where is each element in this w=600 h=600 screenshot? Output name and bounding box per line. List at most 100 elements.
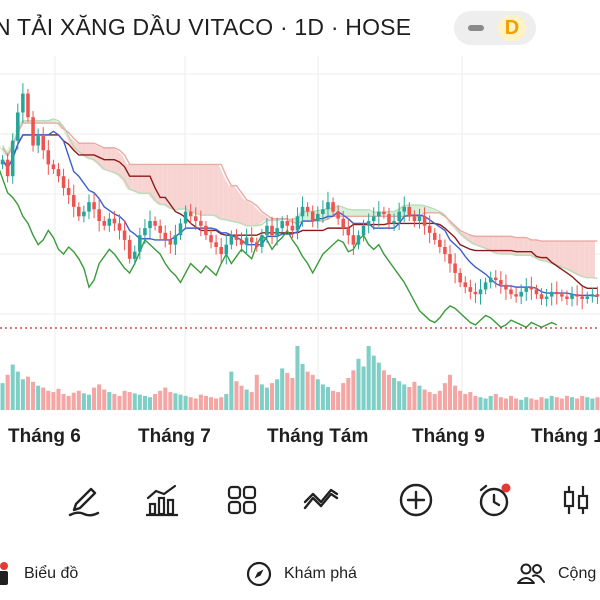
candle-body xyxy=(417,216,422,222)
volume-bar xyxy=(15,371,20,410)
candle-body xyxy=(397,211,401,222)
candle-body xyxy=(92,202,96,210)
minus-icon[interactable] xyxy=(468,25,484,31)
candle-body xyxy=(493,277,498,281)
candle-body xyxy=(61,176,66,188)
volume-bar xyxy=(76,390,81,410)
candle-body xyxy=(310,211,315,222)
compass-icon xyxy=(246,561,272,587)
nav-item-explore[interactable]: Khám phá xyxy=(246,560,357,588)
volume-bar xyxy=(437,390,442,410)
volume-bar xyxy=(214,398,219,410)
indicator-chart-icon[interactable] xyxy=(142,480,182,520)
leading-span-b xyxy=(1,122,598,242)
candle-body xyxy=(387,213,391,224)
interval-badge[interactable]: D xyxy=(498,15,526,41)
volume-bar xyxy=(203,395,208,410)
cloud-segment xyxy=(549,241,555,266)
candle-body xyxy=(453,263,457,273)
volume-bar xyxy=(458,390,463,410)
symbol-title[interactable]: N TẢI XĂNG DẦU VITACO · 1D · HOSE xyxy=(0,14,412,40)
candle-body xyxy=(31,117,35,146)
cloud-segment xyxy=(452,225,458,233)
cloud-segment xyxy=(361,209,367,217)
candle-body xyxy=(300,206,305,217)
volume-bar xyxy=(219,397,224,410)
volume-bar xyxy=(371,355,376,410)
candle-body xyxy=(173,235,178,245)
interval-pill[interactable]: D xyxy=(454,11,536,45)
cloud-segment xyxy=(152,164,158,205)
candle-body xyxy=(178,223,183,236)
candle-body xyxy=(341,218,345,229)
leading-span-a xyxy=(1,118,598,279)
nav-item-chart[interactable]: Biểu đồ xyxy=(0,560,78,588)
candle-body xyxy=(127,239,132,259)
cloud-segment xyxy=(579,241,585,278)
candle-body xyxy=(321,209,325,214)
cloud-segment xyxy=(228,185,234,223)
candle-body xyxy=(534,289,539,295)
cloud-segment xyxy=(142,164,148,194)
candle-body xyxy=(148,221,152,229)
candle-body xyxy=(478,289,483,295)
volume-bar xyxy=(447,374,453,410)
candle-body xyxy=(412,216,417,222)
volume-bar xyxy=(427,392,432,410)
volume-bar xyxy=(178,394,183,410)
volume-bar xyxy=(473,395,478,410)
volume-bar xyxy=(188,397,193,410)
candle-body xyxy=(16,112,20,141)
candle-body xyxy=(112,218,117,224)
candle-body xyxy=(143,228,147,236)
volume-bar xyxy=(549,395,554,410)
candle-body xyxy=(280,221,284,229)
volume-bar xyxy=(270,383,275,410)
volume-bar xyxy=(508,395,514,410)
candlestick-icon[interactable] xyxy=(556,480,596,520)
compare-lines-icon[interactable] xyxy=(301,480,341,520)
volume-bar xyxy=(376,362,381,410)
volume-bar xyxy=(585,397,590,410)
volume-bar xyxy=(351,370,356,410)
lagging-span xyxy=(0,169,558,329)
candle-body xyxy=(468,287,473,292)
volume-bar xyxy=(564,395,569,410)
volume-bar xyxy=(142,395,147,410)
cloud-segment xyxy=(366,209,372,217)
volume-bar xyxy=(127,392,132,410)
volume-bar xyxy=(356,358,361,410)
cloud-segment xyxy=(198,164,204,216)
cloud-segment xyxy=(254,205,260,226)
nav-label-community: Cộng xyxy=(558,565,597,582)
chart-toolbar xyxy=(0,470,600,530)
candle-body xyxy=(255,242,259,247)
nav-item-community[interactable]: Cộng xyxy=(516,560,596,588)
volume-bar xyxy=(132,393,137,410)
candle-body xyxy=(316,213,320,222)
candle-body xyxy=(305,206,310,212)
x-tick-label-2: Tháng Tám xyxy=(267,426,369,447)
candle-body xyxy=(214,242,218,247)
volume-bar xyxy=(498,397,503,410)
grid-layout-icon[interactable] xyxy=(222,480,262,520)
volume-bar xyxy=(422,389,427,410)
add-circle-icon[interactable] xyxy=(396,480,436,520)
volume-bar xyxy=(412,381,417,410)
pen-draw-icon[interactable] xyxy=(64,480,104,520)
volume-bar xyxy=(514,398,519,410)
candle-body xyxy=(82,211,86,217)
volume-bar xyxy=(71,392,76,410)
volume-bar xyxy=(86,394,92,410)
volume-bar xyxy=(300,363,305,410)
base-line xyxy=(1,134,598,290)
volume-bar xyxy=(544,398,549,410)
price-chart[interactable] xyxy=(0,56,600,410)
cloud-segment xyxy=(259,211,265,225)
candle-body xyxy=(356,235,361,245)
alarm-clock-icon[interactable] xyxy=(474,480,514,520)
candle-body xyxy=(331,202,335,212)
cloud-segment xyxy=(569,241,575,275)
volume-bar xyxy=(102,389,107,410)
volume-bar xyxy=(529,398,534,410)
